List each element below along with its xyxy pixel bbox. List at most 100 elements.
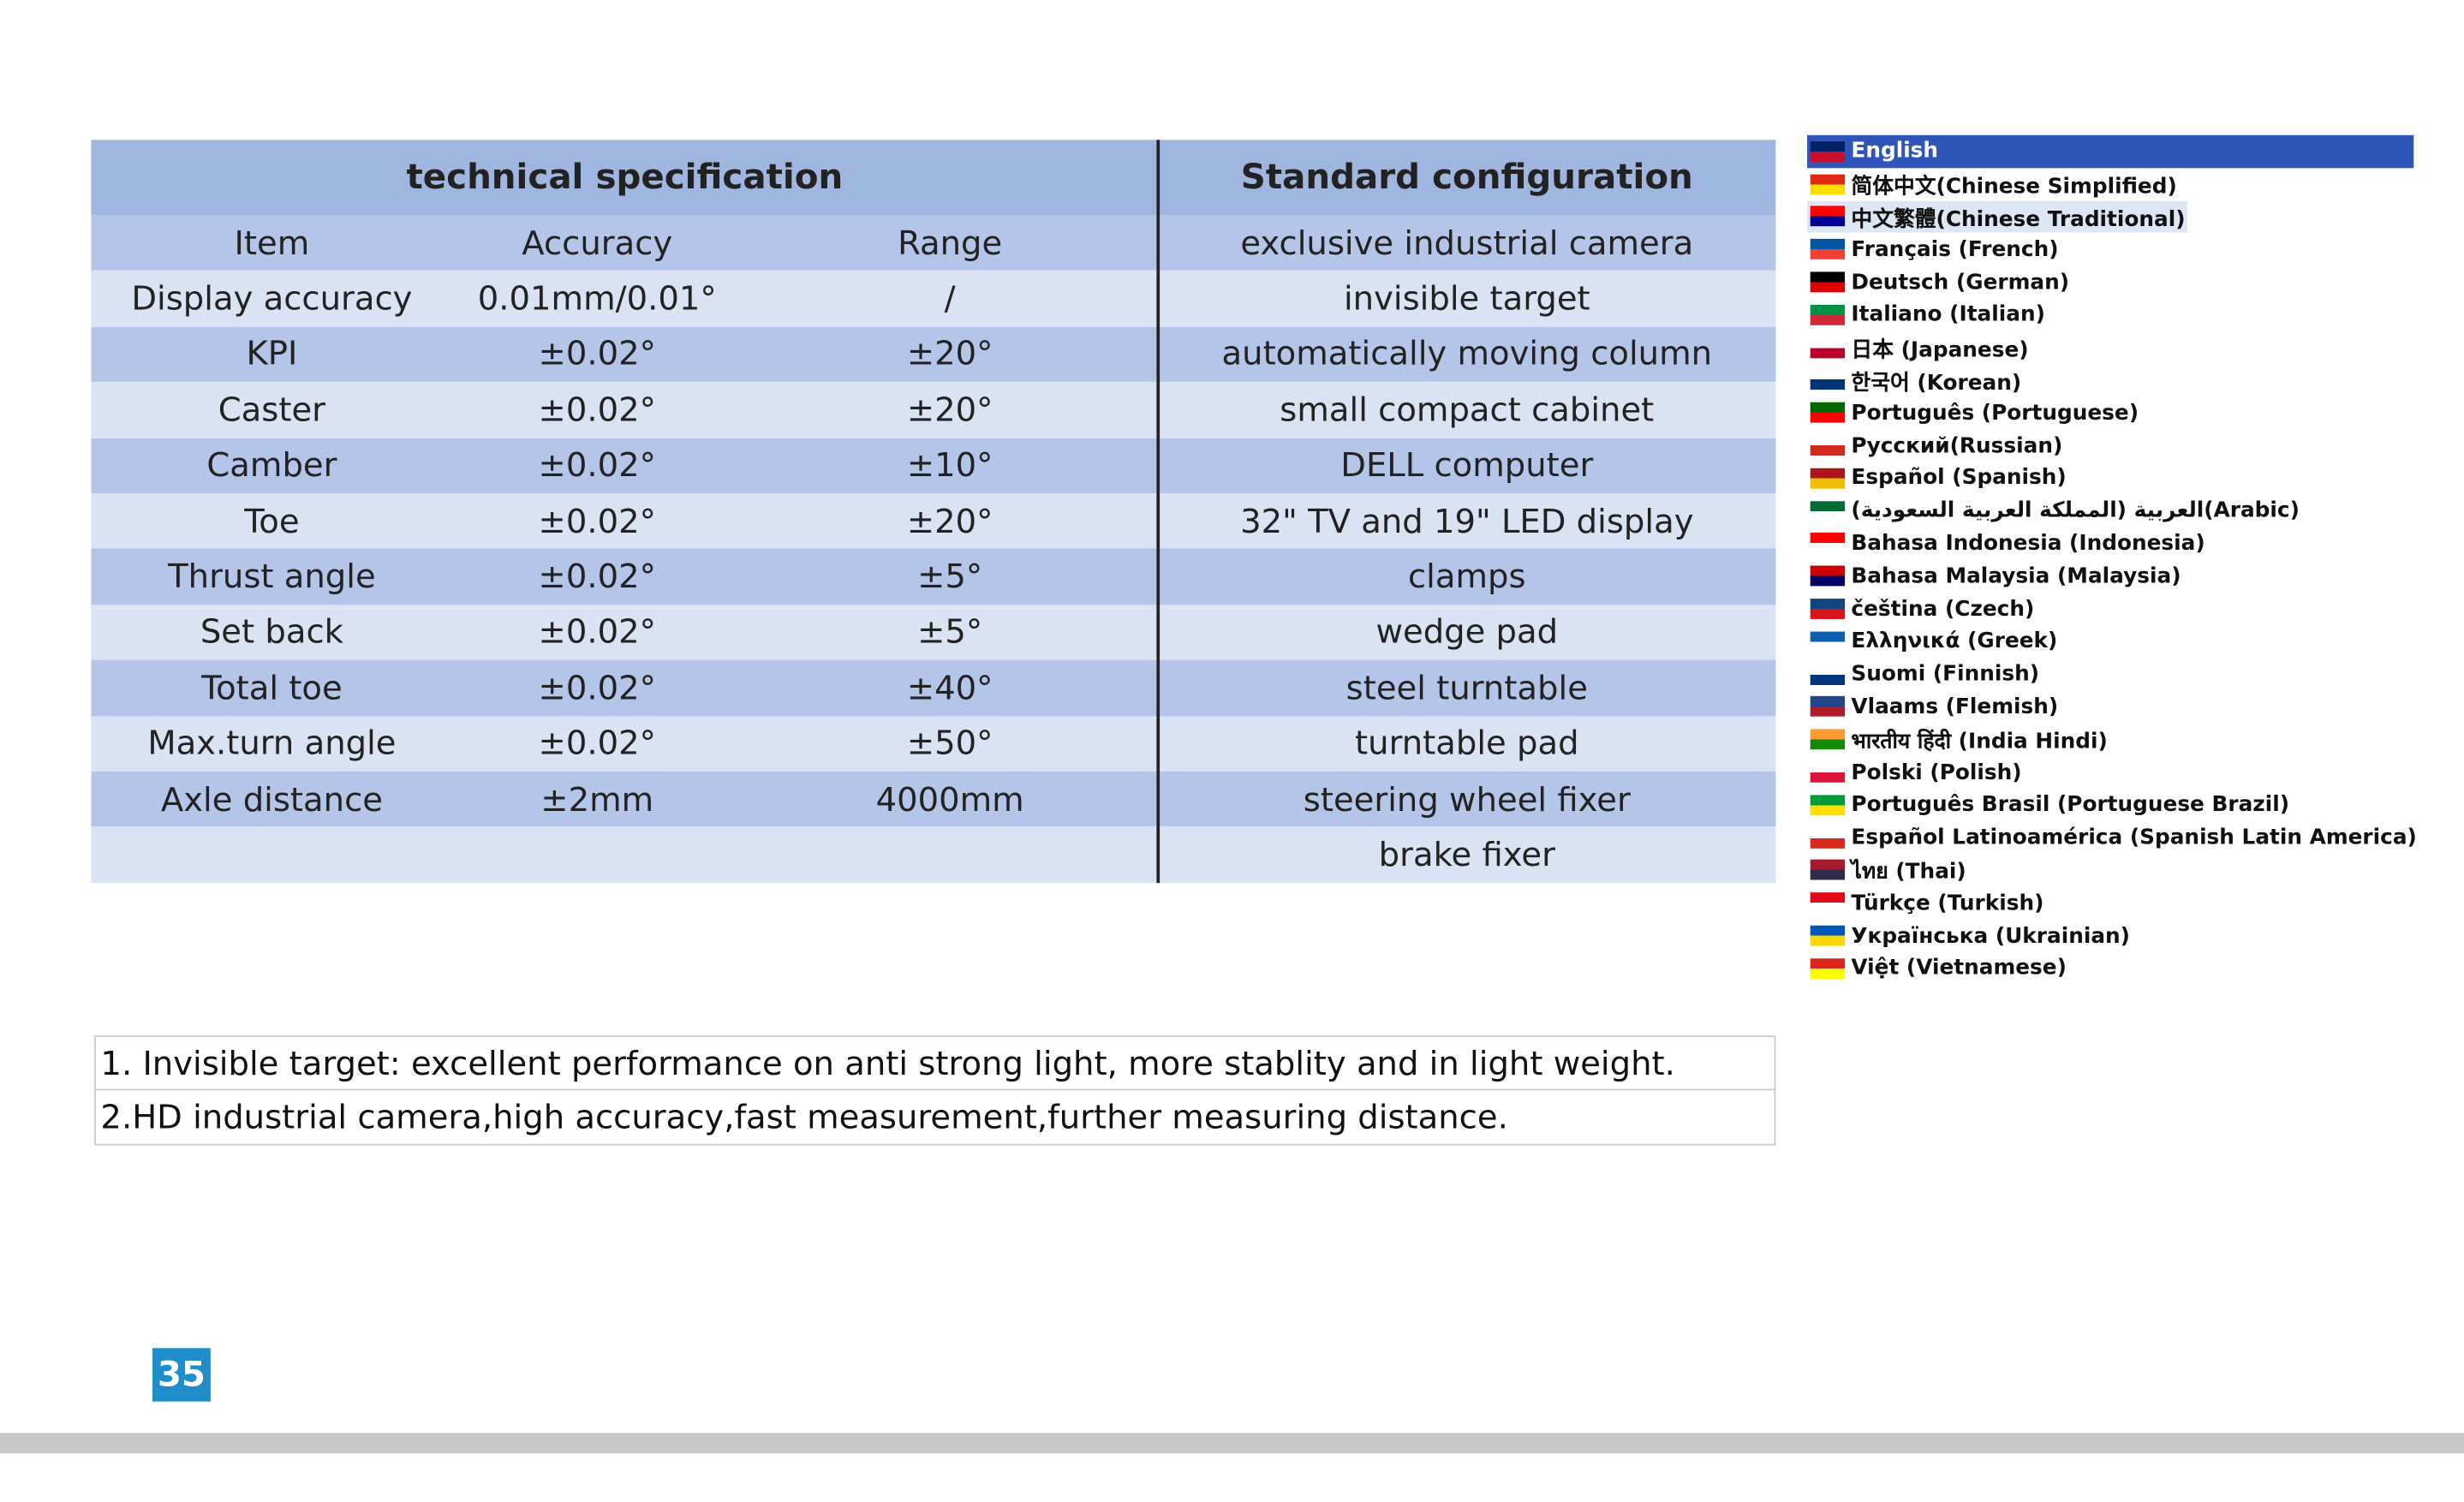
language-option[interactable]: Vlaams (Flemish)	[1807, 691, 2413, 724]
spec-cell: ±0.02°	[538, 613, 656, 652]
flag-icon	[1810, 925, 1846, 946]
spec-cell: ±5°	[917, 613, 983, 652]
language-label[interactable]: 中文繁體(Chinese Traditional)	[1851, 207, 2186, 233]
flag-icon	[1810, 239, 1846, 260]
language-option[interactable]: Deutsch (German)	[1807, 265, 2413, 298]
language-label[interactable]: العربية (المملكة العربية السعودية)(Arabi…	[1851, 498, 2300, 524]
spec-cell: Max.turn angle	[147, 724, 397, 763]
title-left: technical specification	[406, 158, 844, 198]
language-label[interactable]: Português (Portuguese)	[1851, 400, 2139, 426]
language-label[interactable]: Bahasa Indonesia (Indonesia)	[1851, 531, 2205, 557]
language-option[interactable]: Italiano (Italian)	[1807, 299, 2413, 331]
config-item: 32" TV and 19" LED display	[1240, 502, 1694, 540]
language-label[interactable]: Vlaams (Flemish)	[1851, 694, 2059, 720]
language-option[interactable]: Português (Portuguese)	[1807, 396, 2413, 429]
note-line: 1. Invisible target: excellent performan…	[94, 1035, 1776, 1091]
spec-cell: ±0.02°	[538, 446, 656, 485]
language-option[interactable]: 中文繁體(Chinese Traditional)	[1807, 200, 2188, 234]
config-item: steel turntable	[1345, 669, 1588, 707]
language-option[interactable]: 简体中文(Chinese Simplified)	[1807, 168, 2413, 200]
spec-cell: Toe	[244, 502, 300, 540]
table-row	[91, 826, 1776, 883]
divider	[1156, 140, 1160, 884]
spec-cell: ±20°	[906, 502, 993, 540]
table-row	[91, 382, 1776, 438]
language-option[interactable]: Bahasa Malaysia (Malaysia)	[1807, 560, 2413, 593]
language-label[interactable]: 日本 (Japanese)	[1851, 337, 2029, 364]
language-option[interactable]: 日本 (Japanese)	[1807, 331, 2413, 364]
language-option[interactable]: Українська (Ukrainian)	[1807, 920, 2413, 952]
language-label[interactable]: Español (Spanish)	[1851, 465, 2067, 492]
language-option[interactable]: Ελληνικά (Greek)	[1807, 625, 2413, 658]
language-label[interactable]: Français (French)	[1851, 236, 2059, 263]
spec-cell: /	[944, 279, 956, 318]
language-label[interactable]: Українська (Ukrainian)	[1851, 923, 2131, 949]
spec-cell: ±0.02°	[538, 724, 656, 763]
language-option[interactable]: ไทย (Thai)	[1807, 854, 2413, 886]
config-item: automatically moving column	[1221, 335, 1713, 373]
language-label[interactable]: Deutsch (German)	[1851, 269, 2070, 295]
flag-icon	[1810, 631, 1846, 653]
language-option[interactable]: Việt (Vietnamese)	[1807, 952, 2413, 985]
language-option[interactable]: English	[1807, 134, 2414, 168]
spec-cell: Camber	[206, 446, 337, 485]
language-option[interactable]: Türkçe (Turkish)	[1807, 887, 2413, 920]
language-label[interactable]: Español Latinoamérica (Spanish Latin Ame…	[1851, 825, 2417, 850]
language-label[interactable]: Bahasa Malaysia (Malaysia)	[1851, 563, 2181, 589]
flag-icon	[1810, 174, 1846, 194]
table-header	[91, 140, 1776, 216]
language-label[interactable]: भारतीय हिंदी (India Hindi)	[1851, 728, 2108, 754]
flag-icon	[1810, 664, 1846, 685]
language-option[interactable]: Español (Spanish)	[1807, 462, 2413, 494]
language-label[interactable]: Italiano (Italian)	[1851, 302, 2045, 328]
language-label[interactable]: Türkçe (Turkish)	[1851, 890, 2044, 916]
language-label[interactable]: 简体中文(Chinese Simplified)	[1851, 175, 2177, 200]
language-option[interactable]: Français (French)	[1807, 233, 2413, 265]
language-option[interactable]: Português Brasil (Portuguese Brazil)	[1807, 789, 2413, 821]
spec-cell: ±10°	[906, 446, 993, 485]
language-option[interactable]: Bahasa Indonesia (Indonesia)	[1807, 527, 2413, 560]
language-option[interactable]: 한국어 (Korean)	[1807, 364, 2413, 396]
spec-cell: Total toe	[201, 669, 343, 707]
flag-icon	[1810, 402, 1846, 424]
column-header: Item	[234, 224, 310, 262]
spec-cell: 0.01mm/0.01°	[477, 279, 717, 318]
language-option[interactable]: Español Latinoamérica (Spanish Latin Ame…	[1807, 821, 2417, 854]
spec-cell: ±0.02°	[538, 669, 656, 707]
flag-icon	[1810, 468, 1846, 489]
flag-icon	[1810, 795, 1846, 816]
language-option[interactable]: čeština (Czech)	[1807, 593, 2413, 625]
spec-cell: Display accuracy	[131, 279, 413, 318]
language-option[interactable]: Suomi (Finnish)	[1807, 658, 2413, 690]
column-header: Accuracy	[522, 224, 673, 262]
language-label[interactable]: English	[1851, 139, 1939, 164]
table-row	[91, 271, 1776, 327]
spec-cell: Axle distance	[160, 780, 383, 819]
language-label[interactable]: ไทย (Thai)	[1851, 859, 1966, 885]
spec-cell: ±20°	[906, 335, 993, 373]
language-label[interactable]: Русский(Russian)	[1851, 432, 2063, 458]
language-label[interactable]: Polski (Polish)	[1851, 760, 2022, 785]
flag-icon	[1810, 500, 1846, 522]
language-label[interactable]: Việt (Vietnamese)	[1851, 956, 2067, 981]
language-option[interactable]: العربية (المملكة العربية السعودية)(Arabi…	[1807, 495, 2413, 527]
flag-icon	[1810, 566, 1846, 587]
language-option[interactable]: भारतीय हिंदी (India Hindi)	[1807, 724, 2413, 756]
language-option[interactable]: Русский(Russian)	[1807, 429, 2413, 462]
spec-cell: ±0.02°	[538, 557, 656, 596]
table-row	[91, 659, 1776, 716]
language-label[interactable]: Português Brasil (Portuguese Brazil)	[1851, 792, 2290, 818]
spec-cell: ±0.02°	[538, 502, 656, 540]
table-row	[91, 549, 1776, 605]
config-item: invisible target	[1343, 279, 1590, 318]
config-item: steering wheel fixer	[1303, 780, 1631, 819]
config-item: turntable pad	[1355, 724, 1579, 763]
column-header: Range	[898, 224, 1003, 262]
flag-icon	[1810, 304, 1846, 325]
language-label[interactable]: Ελληνικά (Greek)	[1851, 629, 2058, 655]
language-option[interactable]: Polski (Polish)	[1807, 756, 2413, 789]
language-label[interactable]: Suomi (Finnish)	[1851, 661, 2040, 688]
spec-cell: 4000mm	[875, 780, 1024, 819]
language-label[interactable]: čeština (Czech)	[1851, 596, 2035, 622]
language-label[interactable]: 한국어 (Korean)	[1851, 370, 2022, 396]
